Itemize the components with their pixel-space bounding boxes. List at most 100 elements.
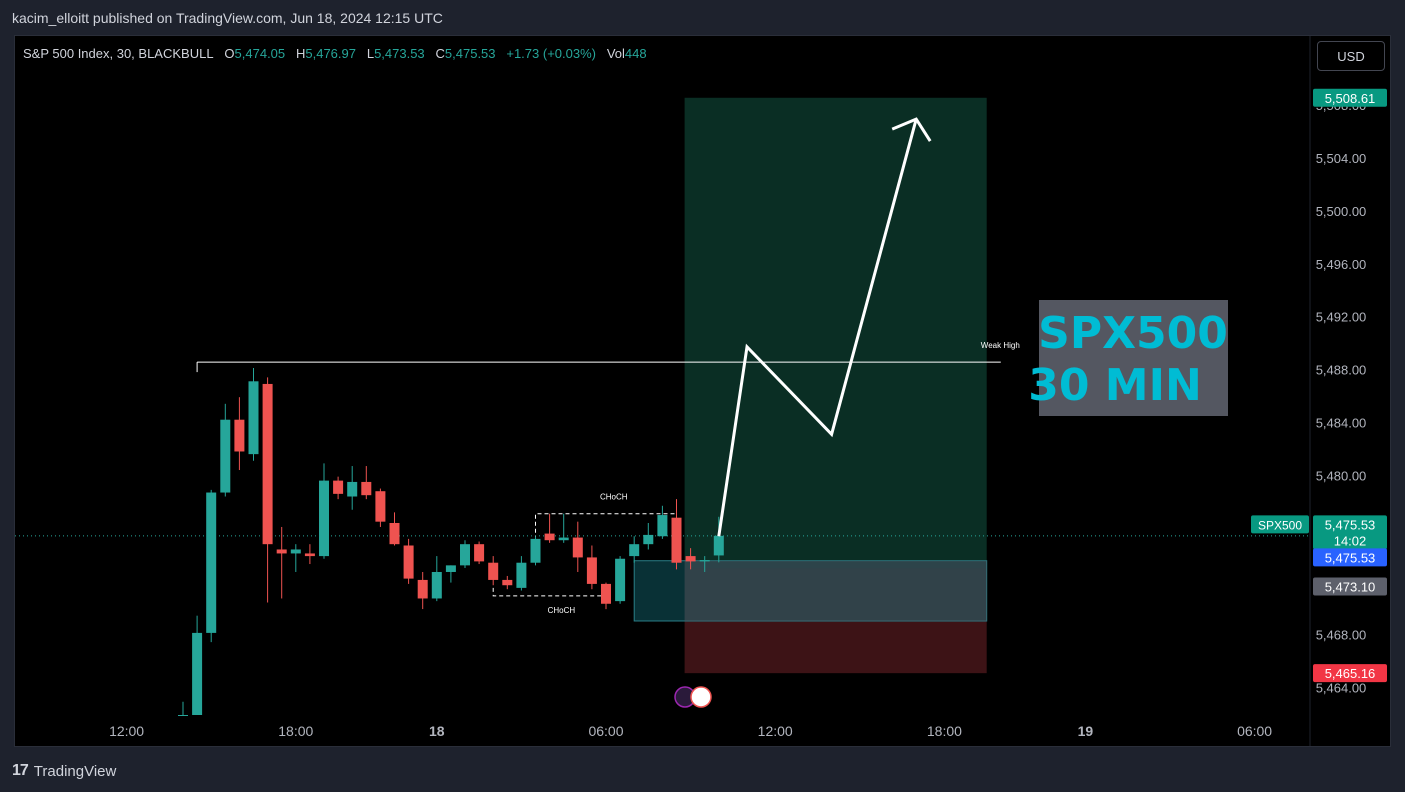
high-value: 5,476.97 [305,46,356,61]
x-tick-label: 18:00 [278,723,313,739]
symbol-tag-bg [1251,515,1309,534]
x-tick-label: 12:00 [758,723,793,739]
choch-lower-label: CHoCH [548,606,576,615]
low-label: L [366,46,375,61]
brand-name: TradingView [33,762,117,780]
y-tick-label: 5,504.00 [1316,151,1367,166]
weak-high-label: Weak High [981,341,1020,350]
price-label-text: 5,465.16 [1325,666,1376,681]
y-tick-label: 5,488.00 [1316,363,1367,378]
ohlc-legend: S&P 500 Index, 30, BLACKBULL O5,474.05 H… [23,46,647,61]
candle-body [516,562,527,588]
price-label-countdown: 14:02 [1334,533,1367,548]
candle-body [276,549,287,554]
change-value: +1.73 (+0.03%) [506,46,596,61]
candle-body [530,538,541,563]
candle-body [643,534,654,545]
price-label-text: 5,473.10 [1325,580,1376,595]
candle-body [178,715,188,716]
candle-body [206,492,217,633]
target-zone [684,97,987,569]
chart-panel[interactable]: Weak High CHoCH CHoCH SPX500 30 MIN 5,464.00 5… [14,35,1391,747]
candle-body [629,544,640,557]
candle-body [192,632,203,715]
candle-body [502,579,513,586]
footer-brand[interactable]: 17 TradingView [12,762,116,780]
publisher-line: kacim_elloitt published on TradingView.c… [12,10,443,26]
candle-body [460,544,470,566]
candle-body [586,557,597,584]
annotation-line1: SPX500 [1038,308,1228,359]
candle-body [699,560,710,562]
candle-body [304,553,315,557]
volume-value: 448 [624,46,647,61]
x-tick-label: 18:00 [927,723,962,739]
price-label-bg [1313,664,1387,683]
candle-body [615,558,626,602]
candle-body [572,537,583,558]
close-value: 5,475.53 [444,46,496,61]
symbol-tag: SPX500 [1258,518,1302,532]
low-value: 5,473.53 [374,46,425,61]
x-tick-label: 19 [1078,723,1094,739]
candle-body [544,533,555,541]
candle-body [347,481,358,497]
y-tick-label: 5,480.00 [1316,469,1367,484]
x-tick-label: 12:00 [109,723,144,739]
y-tick-label: 5,496.00 [1316,257,1367,272]
tradingview-logo-icon: 17 [12,762,29,779]
open-value: 5,474.05 [234,46,286,61]
close-label: C [435,46,445,61]
candle-body [248,381,259,455]
candle-body [220,419,231,493]
y-tick-label: 5,500.00 [1316,204,1367,219]
price-label-text: 5,475.53 [1325,550,1376,565]
candle-body [319,480,329,557]
choch-lower-line [492,585,607,597]
y-tick-label: 5,464.00 [1316,681,1367,696]
candle-body [685,556,696,562]
candle-body [671,517,682,563]
candle-body [601,583,611,604]
y-tick-label: 5,468.00 [1316,628,1367,643]
candle-body [361,481,372,496]
annotation-box [1039,300,1228,416]
candle-body [234,419,245,452]
candle-body [488,562,499,580]
candle-body [333,480,344,494]
candle-body [375,491,386,522]
candle-body [417,579,428,599]
candle-body [558,537,569,541]
candle-body [403,545,414,579]
x-tick-label: 18 [429,723,445,739]
price-label-text: 5,475.53 [1325,517,1376,532]
price-label-bg [1313,515,1387,550]
candle-body [657,515,668,537]
price-label-text: 5,508.61 [1325,91,1376,106]
us-flag-icon [690,686,712,708]
candle-body [474,544,485,562]
projection-path [717,118,918,537]
volume-label: Vol [606,46,625,61]
candle-body [262,383,273,545]
y-tick-label: 5,484.00 [1316,416,1367,431]
projection-arrowhead [891,117,932,142]
candle-body [445,565,456,572]
choch-upper-label: CHoCH [600,493,628,502]
price-label-bg [1313,548,1387,567]
annotation-line2: 30 MIN [1028,360,1202,411]
candle-body [431,571,442,599]
candle-body [713,535,724,556]
overlap-zone [684,560,987,621]
x-tick-label: 06:00 [1237,723,1272,739]
x-tick-label: 06:00 [588,723,623,739]
high-label: H [295,46,306,61]
candle-body [389,522,400,545]
y-tick-label: 5,492.00 [1316,310,1367,325]
currency-button[interactable]: USD [1317,41,1385,71]
price-label-bg [1313,88,1387,107]
candle-body [290,549,301,554]
symbol-name: S&P 500 Index, 30, BLACKBULL [23,46,214,61]
price-label-bg [1313,577,1387,596]
